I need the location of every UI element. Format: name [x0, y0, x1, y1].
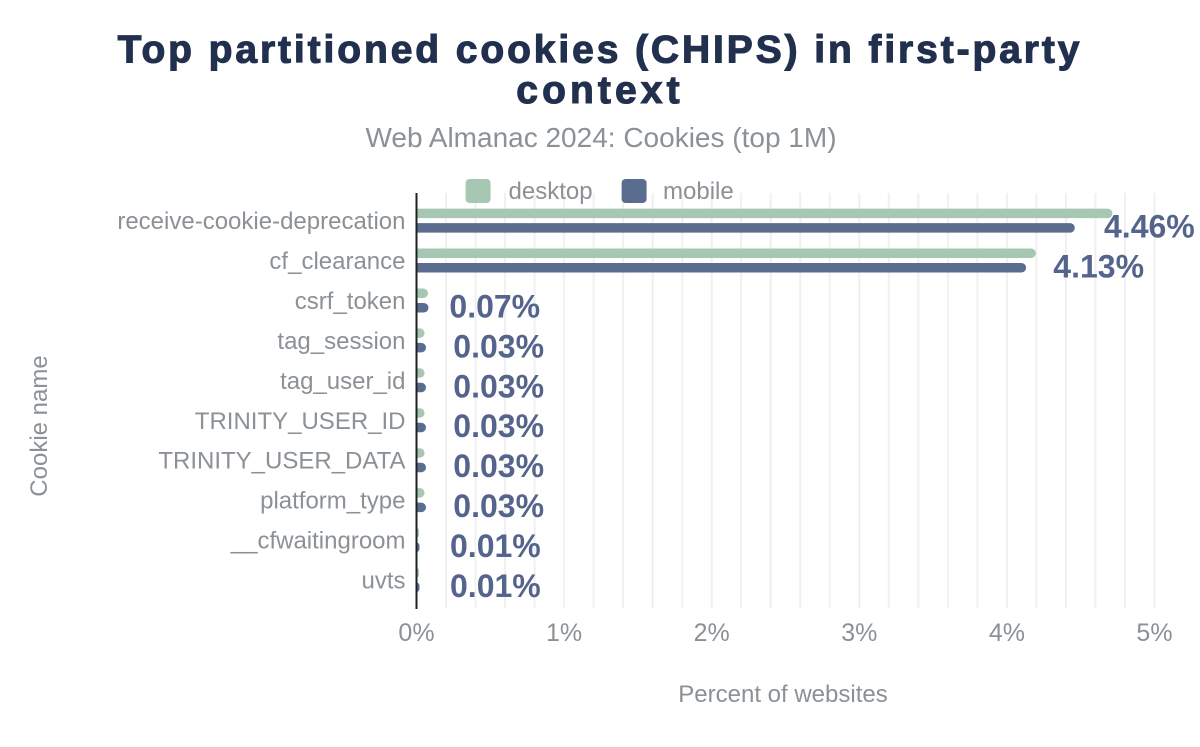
svg-text:0.03%: 0.03%	[453, 448, 544, 484]
svg-text:tag_session: tag_session	[277, 328, 405, 355]
svg-text:4.46%: 4.46%	[1104, 209, 1195, 245]
svg-text:0.03%: 0.03%	[453, 488, 544, 524]
svg-text:3%: 3%	[841, 619, 877, 647]
svg-text:Cookie name: Cookie name	[26, 355, 53, 496]
svg-text:TRINITY_USER_DATA: TRINITY_USER_DATA	[158, 448, 405, 475]
svg-text:0.01%: 0.01%	[450, 528, 541, 564]
svg-text:receive-cookie-deprecation: receive-cookie-deprecation	[117, 208, 405, 235]
svg-text:2%: 2%	[694, 619, 730, 647]
svg-text:cf_clearance: cf_clearance	[269, 248, 405, 275]
svg-text:0.03%: 0.03%	[453, 328, 544, 364]
svg-text:0.03%: 0.03%	[453, 408, 544, 444]
svg-text:context: context	[516, 69, 683, 112]
svg-text:1%: 1%	[546, 619, 582, 647]
svg-text:5%: 5%	[1136, 619, 1172, 647]
svg-text:csrf_token: csrf_token	[295, 288, 406, 315]
svg-text:uvts: uvts	[361, 568, 405, 595]
svg-text:mobile: mobile	[663, 178, 734, 205]
svg-text:Percent of websites: Percent of websites	[678, 681, 887, 708]
svg-text:4.13%: 4.13%	[1053, 249, 1144, 285]
svg-text:desktop: desktop	[509, 178, 593, 205]
svg-text:Top partitioned cookies (CHIPS: Top partitioned cookies (CHIPS) in first…	[118, 29, 1083, 72]
svg-text:0.07%: 0.07%	[449, 289, 540, 325]
svg-text:4%: 4%	[989, 619, 1025, 647]
svg-text:0.01%: 0.01%	[450, 568, 541, 604]
svg-text:__cfwaitingroom: __cfwaitingroom	[230, 528, 406, 555]
svg-text:platform_type: platform_type	[260, 488, 405, 515]
svg-text:Web Almanac 2024: Cookies (top: Web Almanac 2024: Cookies (top 1M)	[365, 122, 836, 153]
svg-text:0%: 0%	[398, 619, 434, 647]
svg-text:tag_user_id: tag_user_id	[280, 368, 405, 395]
svg-text:TRINITY_USER_ID: TRINITY_USER_ID	[195, 408, 406, 435]
svg-text:0.03%: 0.03%	[453, 368, 544, 404]
